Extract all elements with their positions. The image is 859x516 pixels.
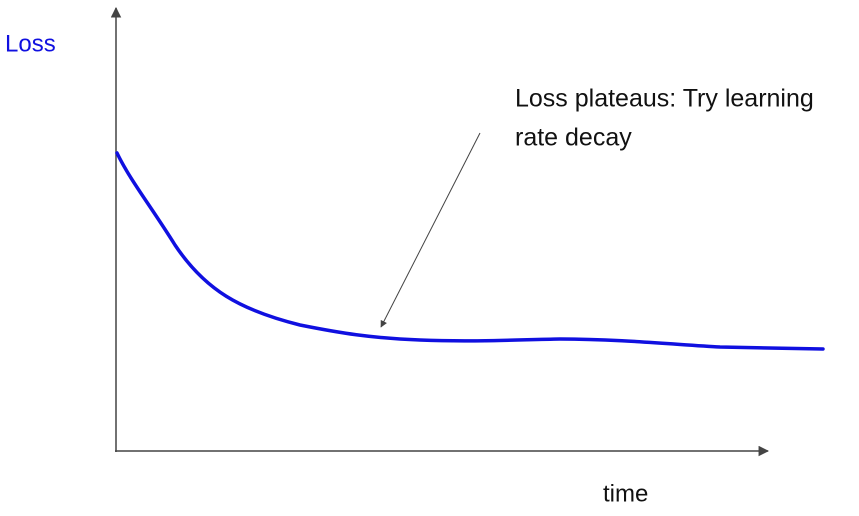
- annotation-arrow: [380, 132, 481, 328]
- annotation-line: Loss plateaus: Try learning: [515, 85, 814, 113]
- annotation-line: rate decay: [515, 124, 632, 152]
- x-label: time: [603, 480, 648, 507]
- y-label: Loss: [5, 30, 56, 57]
- loss-curve: [115, 151, 825, 351]
